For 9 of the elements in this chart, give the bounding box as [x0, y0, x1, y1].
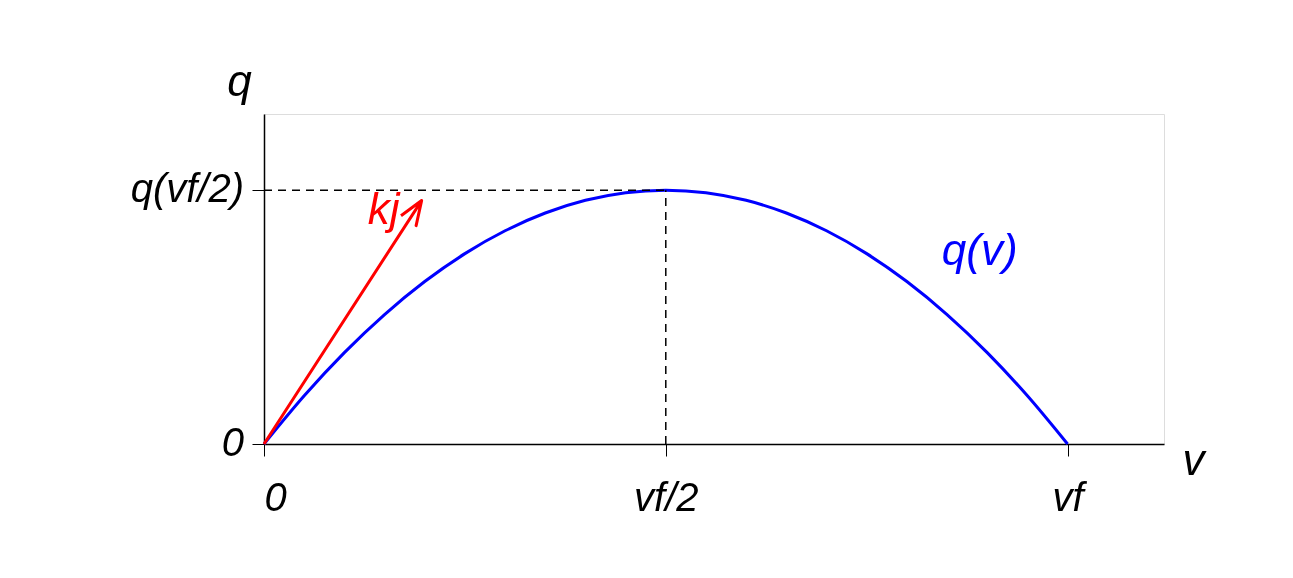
series-label: q(v): [941, 224, 1018, 274]
ref-line-label: q(vf/2): [130, 166, 244, 211]
x-tick-label: vf/2: [634, 474, 699, 519]
x-axis-title: v: [1182, 434, 1208, 484]
annotation: kj: [367, 183, 401, 233]
x-tick-label: vf: [1052, 474, 1088, 519]
y-axis-title: q: [227, 55, 253, 105]
x-tick-label: 0: [264, 474, 287, 519]
text: 0: [221, 420, 244, 464]
